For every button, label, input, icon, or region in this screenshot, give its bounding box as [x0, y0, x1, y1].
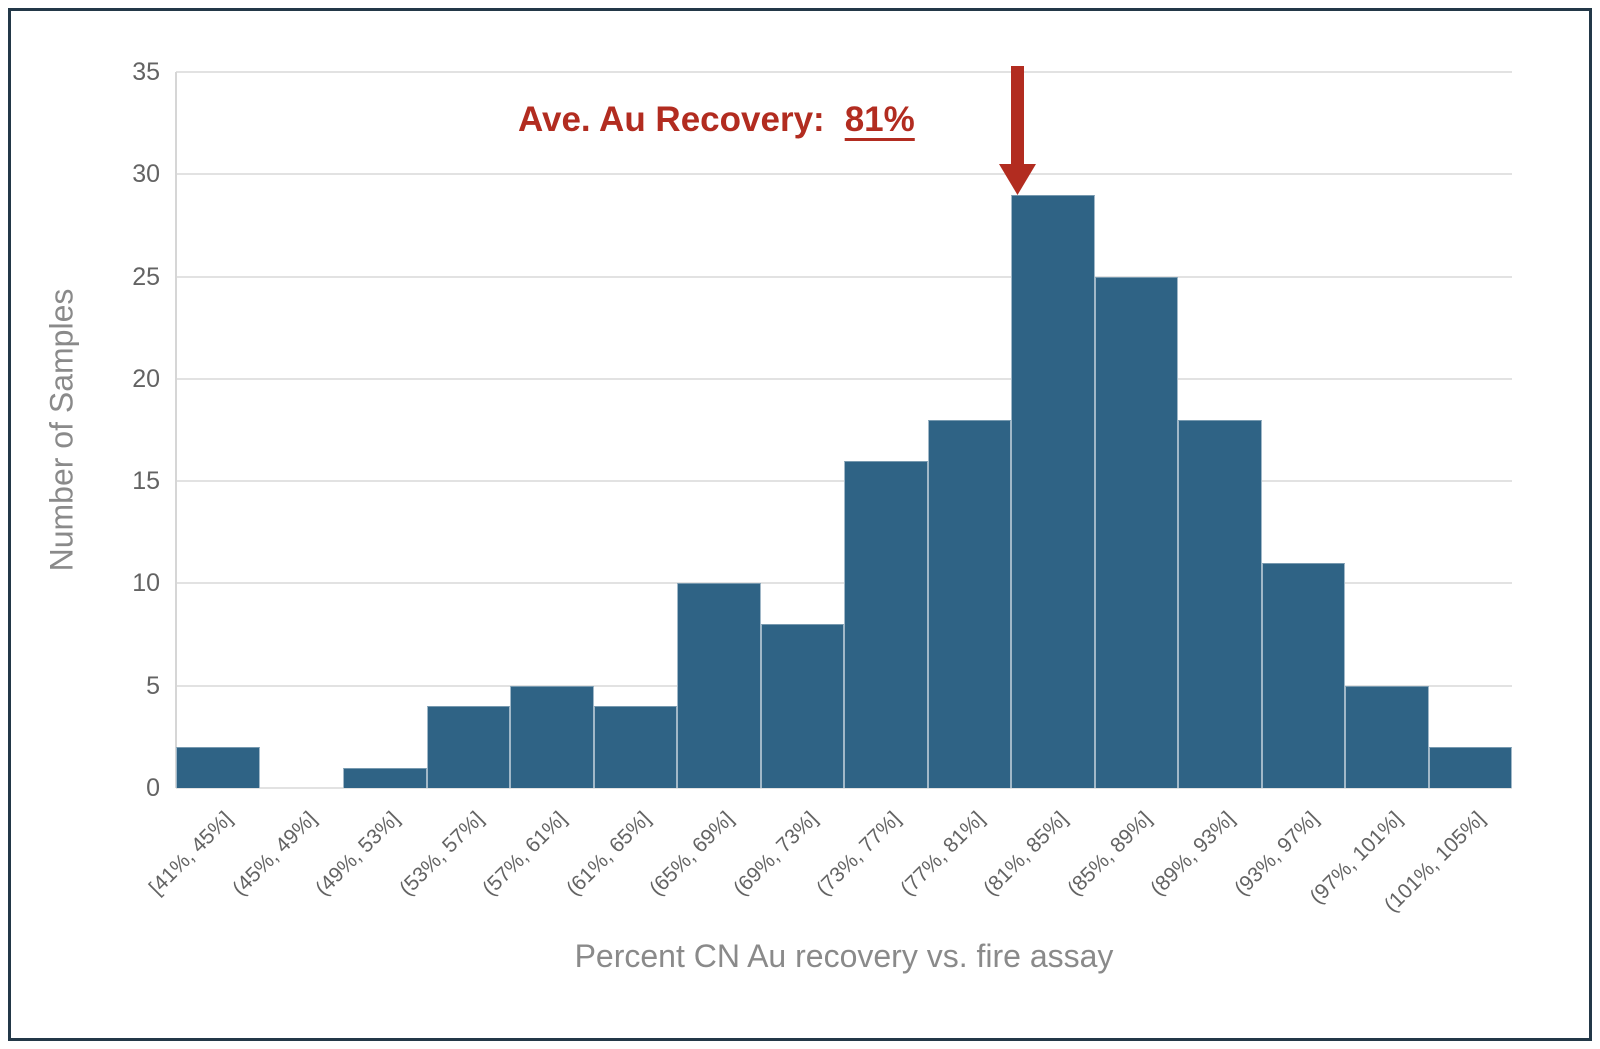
x-tick-label: (65%, 69%] [645, 807, 739, 901]
x-axis-title: Percent CN Au recovery vs. fire assay [574, 938, 1114, 974]
y-tick-label-15: 15 [132, 467, 160, 496]
x-tick-label: (93%, 97%] [1229, 807, 1323, 901]
gridline-30 [176, 173, 1512, 176]
gridline-25 [176, 275, 1512, 278]
y-tick-label-10: 10 [132, 569, 160, 598]
bar-(77%, 81%] [927, 419, 1011, 788]
x-tick-label: (69%, 73%] [728, 807, 822, 901]
bar-(97%, 101%] [1345, 685, 1429, 788]
y-axis-title: Number of Samples [43, 288, 80, 572]
x-tick-label: [41%, 45%] [145, 807, 238, 900]
gridline-20 [176, 377, 1512, 380]
x-tick-label: (89%, 93%] [1146, 807, 1240, 901]
annotation-value: 81% [844, 100, 915, 139]
bar-(81%, 85%] [1011, 194, 1095, 788]
bar-(57%, 61%] [510, 685, 594, 788]
bar-(53%, 57%] [426, 706, 510, 788]
y-tick-label-5: 5 [146, 671, 160, 700]
bar-(69%, 73%] [760, 624, 844, 788]
down-arrow-icon [999, 66, 1036, 195]
x-tick-label: (81%, 85%] [979, 807, 1073, 901]
y-tick-label-25: 25 [132, 262, 160, 291]
y-tick-label-35: 35 [132, 58, 160, 86]
x-tick-label: (61%, 65%] [561, 807, 655, 901]
x-tick-label: (49%, 53%] [311, 807, 405, 901]
y-tick-label-20: 20 [132, 364, 160, 393]
y-tick-label-30: 30 [132, 160, 160, 189]
bar-[41%, 45%] [176, 747, 260, 788]
x-tick-label: (73%, 77%] [812, 807, 906, 901]
x-tick-label: (45%, 49%] [227, 807, 321, 901]
y-axis-line [175, 72, 177, 788]
y-tick-label-0: 0 [146, 774, 160, 802]
annotation-label: Ave. Au Recovery: [518, 100, 825, 139]
gridline-0 [176, 787, 1512, 789]
bar-(73%, 77%] [844, 460, 928, 788]
x-tick-label: (57%, 61%] [478, 807, 572, 901]
bar-(101%, 105%] [1428, 747, 1512, 788]
bar-(93%, 97%] [1261, 562, 1345, 788]
average-recovery-annotation: Ave. Au Recovery: 81% [518, 100, 915, 140]
x-tick-label: (53%, 57%] [394, 807, 488, 901]
bar-(49%, 53%] [343, 767, 427, 788]
bar-(85%, 89%] [1094, 276, 1178, 788]
bar-(65%, 69%] [677, 583, 761, 788]
x-tick-label: (77%, 81%] [895, 807, 989, 901]
bar-(61%, 65%] [593, 706, 677, 788]
gridline-35 [176, 71, 1512, 73]
x-tick-label: (85%, 89%] [1062, 807, 1156, 901]
bar-(89%, 93%] [1178, 419, 1262, 788]
